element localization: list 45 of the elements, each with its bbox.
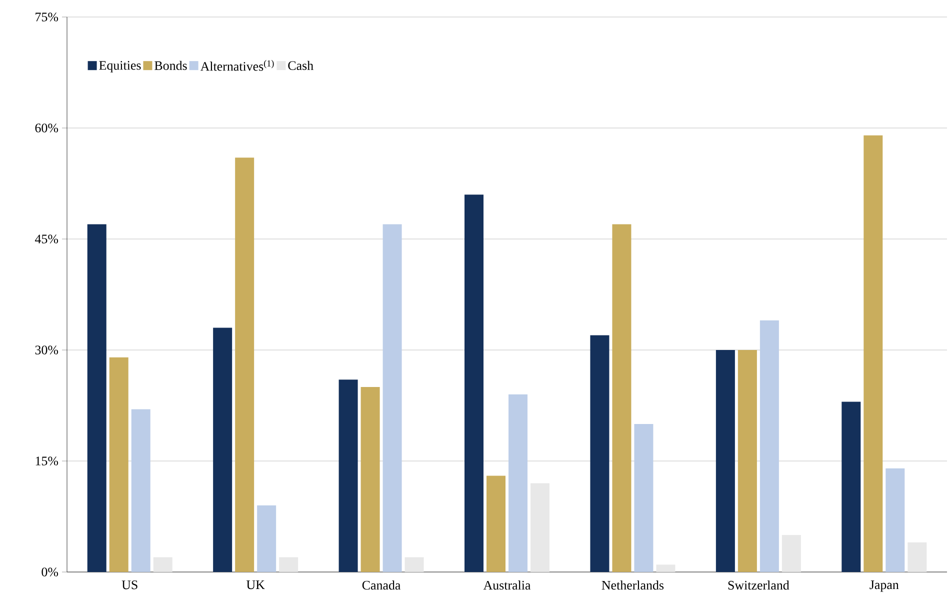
legend-label: Cash xyxy=(288,60,314,70)
bar xyxy=(235,158,254,572)
bar xyxy=(716,350,735,572)
bar xyxy=(886,468,905,572)
bar xyxy=(464,194,484,572)
bar xyxy=(782,535,801,572)
y-tick-label: 30% xyxy=(35,346,58,354)
bar xyxy=(404,557,424,572)
x-tick-label: Netherlands xyxy=(602,580,664,590)
bar xyxy=(486,476,506,572)
y-tick-label: 75% xyxy=(36,12,58,22)
y-tick-label: 0% xyxy=(42,568,58,576)
bar xyxy=(590,335,610,572)
x-tick-label: Japan xyxy=(870,580,899,592)
bar xyxy=(338,380,358,572)
bar xyxy=(908,542,927,572)
bar xyxy=(213,328,232,572)
y-tick-label: 45% xyxy=(34,234,58,244)
x-tick-label: Australia xyxy=(483,580,531,590)
bar xyxy=(842,402,861,572)
bar xyxy=(508,394,528,572)
x-tick-label: UK xyxy=(246,580,265,590)
bar xyxy=(257,505,276,572)
legend-label: Equities xyxy=(99,61,141,72)
x-tick-label: US xyxy=(122,580,138,590)
bar xyxy=(279,557,298,572)
bar xyxy=(153,557,172,572)
bar xyxy=(864,135,883,572)
bar xyxy=(87,224,106,572)
legend-label: Alternatives$^{(1)}$ xyxy=(200,60,274,71)
y-tick-label: 15% xyxy=(36,456,58,466)
bar xyxy=(109,357,128,572)
x-tick-label: Switzerland xyxy=(728,580,790,590)
bar xyxy=(738,350,757,572)
x-tick-label: Canada xyxy=(362,580,401,590)
bar xyxy=(612,224,632,572)
bar xyxy=(656,564,676,572)
bar xyxy=(634,424,654,572)
bar xyxy=(360,387,380,572)
bar xyxy=(131,409,150,572)
bar xyxy=(760,320,779,572)
bar xyxy=(382,224,402,572)
legend-label: Bonds xyxy=(154,60,187,70)
bar xyxy=(530,483,550,572)
y-tick-label: 60% xyxy=(35,124,58,132)
